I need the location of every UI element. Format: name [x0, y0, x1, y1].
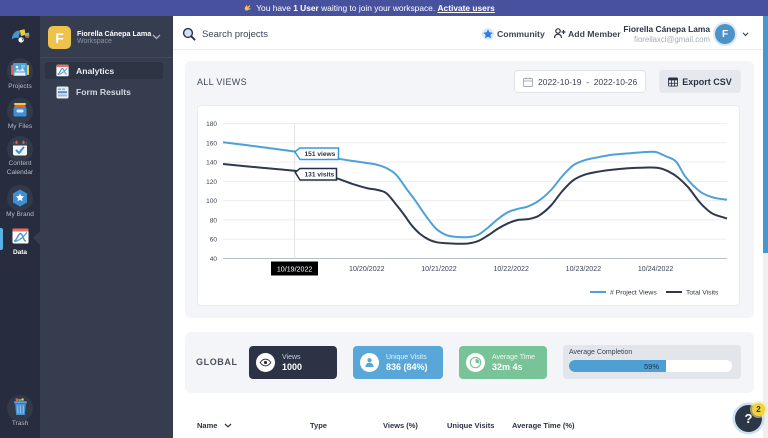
- svg-text:10/24/2022: 10/24/2022: [638, 265, 674, 273]
- svg-text:40: 40: [210, 256, 218, 263]
- svg-text:100: 100: [206, 198, 217, 205]
- svg-text:151 views: 151 views: [305, 151, 336, 158]
- svg-text:10/21/2022: 10/21/2022: [421, 265, 457, 273]
- svg-text:10/19/2022: 10/19/2022: [277, 266, 313, 274]
- svg-text:120: 120: [206, 179, 217, 186]
- svg-text:10/22/2022: 10/22/2022: [493, 265, 529, 273]
- svg-text:Total Visits: Total Visits: [686, 290, 719, 297]
- svg-text:10/23/2022: 10/23/2022: [566, 265, 602, 273]
- svg-text:60: 60: [210, 237, 218, 244]
- svg-text:10/20/2022: 10/20/2022: [349, 265, 385, 273]
- svg-text:180: 180: [206, 121, 217, 128]
- svg-text:# Project Views: # Project Views: [610, 290, 657, 297]
- svg-text:160: 160: [206, 140, 217, 147]
- svg-text:140: 140: [206, 160, 217, 167]
- svg-text:80: 80: [210, 217, 218, 224]
- svg-text:131 visits: 131 visits: [305, 172, 335, 179]
